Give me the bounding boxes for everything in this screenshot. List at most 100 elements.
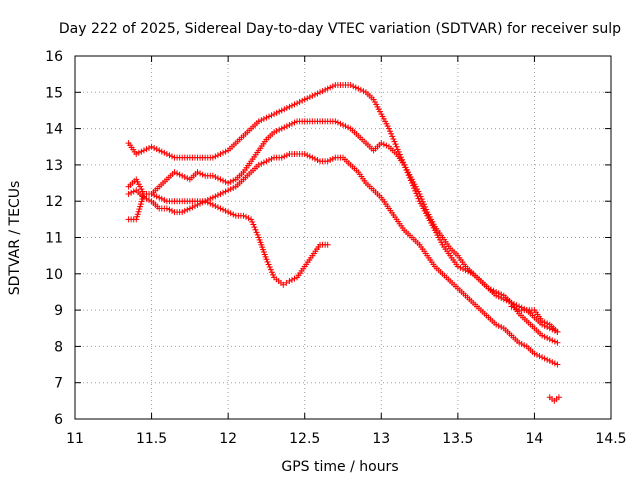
data-point (301, 96, 308, 103)
data-point (267, 266, 274, 273)
data-point (391, 138, 398, 145)
data-point (273, 109, 280, 116)
data-point (220, 149, 227, 156)
data-point (204, 199, 211, 206)
data-point (493, 288, 500, 295)
data-point (227, 186, 234, 193)
data-point (137, 201, 144, 208)
data-point (137, 203, 144, 210)
data-point (423, 206, 430, 213)
data-point (273, 128, 280, 135)
x-tick-label: 14.5 (595, 431, 626, 447)
data-point (189, 204, 196, 211)
data-point (286, 103, 293, 110)
data-point (222, 188, 229, 195)
y-tick-label: 11 (45, 231, 63, 247)
data-point (498, 324, 505, 331)
data-point (488, 286, 495, 293)
data-point (544, 334, 551, 341)
data-point (202, 198, 209, 205)
data-point (209, 154, 216, 161)
data-point (422, 203, 429, 210)
y-tick-label: 16 (45, 49, 63, 65)
data-point (536, 353, 543, 360)
data-point (222, 207, 229, 214)
data-point (539, 332, 546, 339)
data-point (288, 120, 295, 127)
data-point (378, 140, 385, 147)
data-point (146, 144, 153, 151)
data-point (387, 128, 394, 135)
data-point (419, 198, 426, 205)
data-point (309, 92, 316, 99)
data-point (299, 97, 306, 104)
data-point (390, 135, 397, 142)
data-point (485, 285, 492, 292)
data-point (156, 194, 163, 201)
data-point (212, 193, 219, 200)
data-point (217, 190, 224, 197)
data-point (166, 152, 173, 159)
data-point (417, 193, 424, 200)
data-point (503, 297, 510, 304)
data-point (291, 119, 298, 126)
data-point (345, 124, 352, 131)
data-point (304, 152, 311, 159)
data-point (271, 111, 278, 118)
data-point (214, 204, 221, 211)
data-point (283, 105, 290, 112)
data-point (286, 121, 293, 128)
data-point (217, 151, 224, 158)
data-point (283, 279, 290, 286)
x-tick-label: 12 (219, 431, 237, 447)
data-point (549, 326, 556, 333)
data-point (352, 84, 359, 91)
data-point (385, 125, 392, 132)
data-point (291, 101, 298, 108)
data-point (314, 157, 321, 164)
y-tick-label: 15 (45, 85, 63, 101)
data-point (263, 114, 270, 121)
data-point (360, 88, 367, 95)
data-point (490, 287, 497, 294)
data-point (465, 268, 472, 275)
data-point (143, 146, 150, 153)
data-point (329, 155, 336, 162)
series-trace-f (546, 394, 562, 404)
data-point (214, 175, 221, 182)
data-point (250, 221, 257, 228)
axes: 11 11.5 12 12.5 13 13.5 14 14.5 6 7 8 9 10 11 12 13 14 15… (45, 49, 626, 447)
data-point (546, 357, 553, 364)
data-point (296, 98, 303, 105)
data-point (541, 319, 548, 326)
data-point (541, 333, 548, 340)
data-point (255, 161, 262, 168)
series-trace-d (125, 190, 331, 288)
data-point (393, 143, 400, 150)
data-point (258, 117, 265, 124)
data-point (554, 361, 561, 368)
data-point (322, 86, 329, 93)
data-point (161, 149, 168, 156)
y-axis-label: SDTVAR / TECUs (7, 181, 23, 296)
data-point (225, 209, 232, 216)
data-point (225, 180, 232, 187)
data-point (128, 189, 135, 196)
data-point (140, 193, 147, 200)
data-point (153, 146, 160, 153)
x-tick-label: 13.5 (442, 431, 473, 447)
data-point (342, 123, 349, 130)
data-point (194, 169, 201, 176)
data-point (541, 355, 548, 362)
data-point (163, 151, 170, 158)
data-point (392, 141, 399, 148)
data-point (179, 209, 186, 216)
data-point (539, 317, 546, 324)
x-tick-label: 13 (372, 431, 390, 447)
y-tick-label: 9 (54, 303, 63, 319)
data-point (214, 152, 221, 159)
data-point (498, 291, 505, 298)
data-point (454, 263, 461, 270)
y-tick-label: 10 (45, 267, 63, 283)
data-point (176, 171, 183, 178)
